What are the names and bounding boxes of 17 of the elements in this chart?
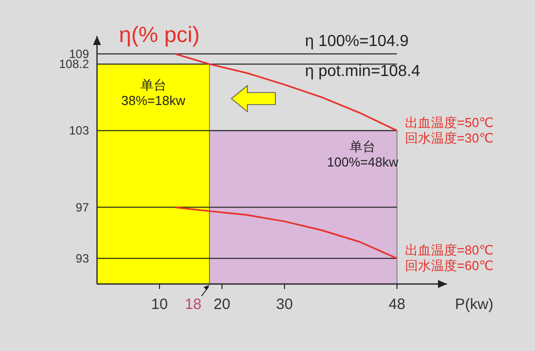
annotation: η pot.min=108.4 — [305, 63, 420, 80]
x-tick-label: 10 — [151, 296, 168, 313]
x-tick-label: 30 — [276, 296, 293, 313]
y-tick-label: 93 — [76, 251, 90, 266]
y-tick-label: 97 — [76, 200, 90, 214]
y-axis-title: η(% pci) — [119, 22, 200, 47]
y-tick-label: 103 — [68, 124, 90, 138]
line-series — [174, 206, 398, 260]
series-label: 出血温度=80℃ 回水温度=60℃ — [405, 242, 494, 274]
x-axis-title: P(kw) — [455, 296, 494, 313]
annotation: 18 — [184, 296, 202, 313]
x-tick-label: 48 — [388, 296, 406, 313]
annotation: η 100%=104.9 — [305, 33, 409, 50]
annotation: 单台 100%=48kw — [327, 138, 399, 170]
annotation: 单台 38%=18kw — [121, 78, 186, 108]
x-tick-label: 20 — [214, 296, 230, 313]
series-label: 出血温度=50℃ 回水温度=30℃ — [405, 114, 494, 146]
